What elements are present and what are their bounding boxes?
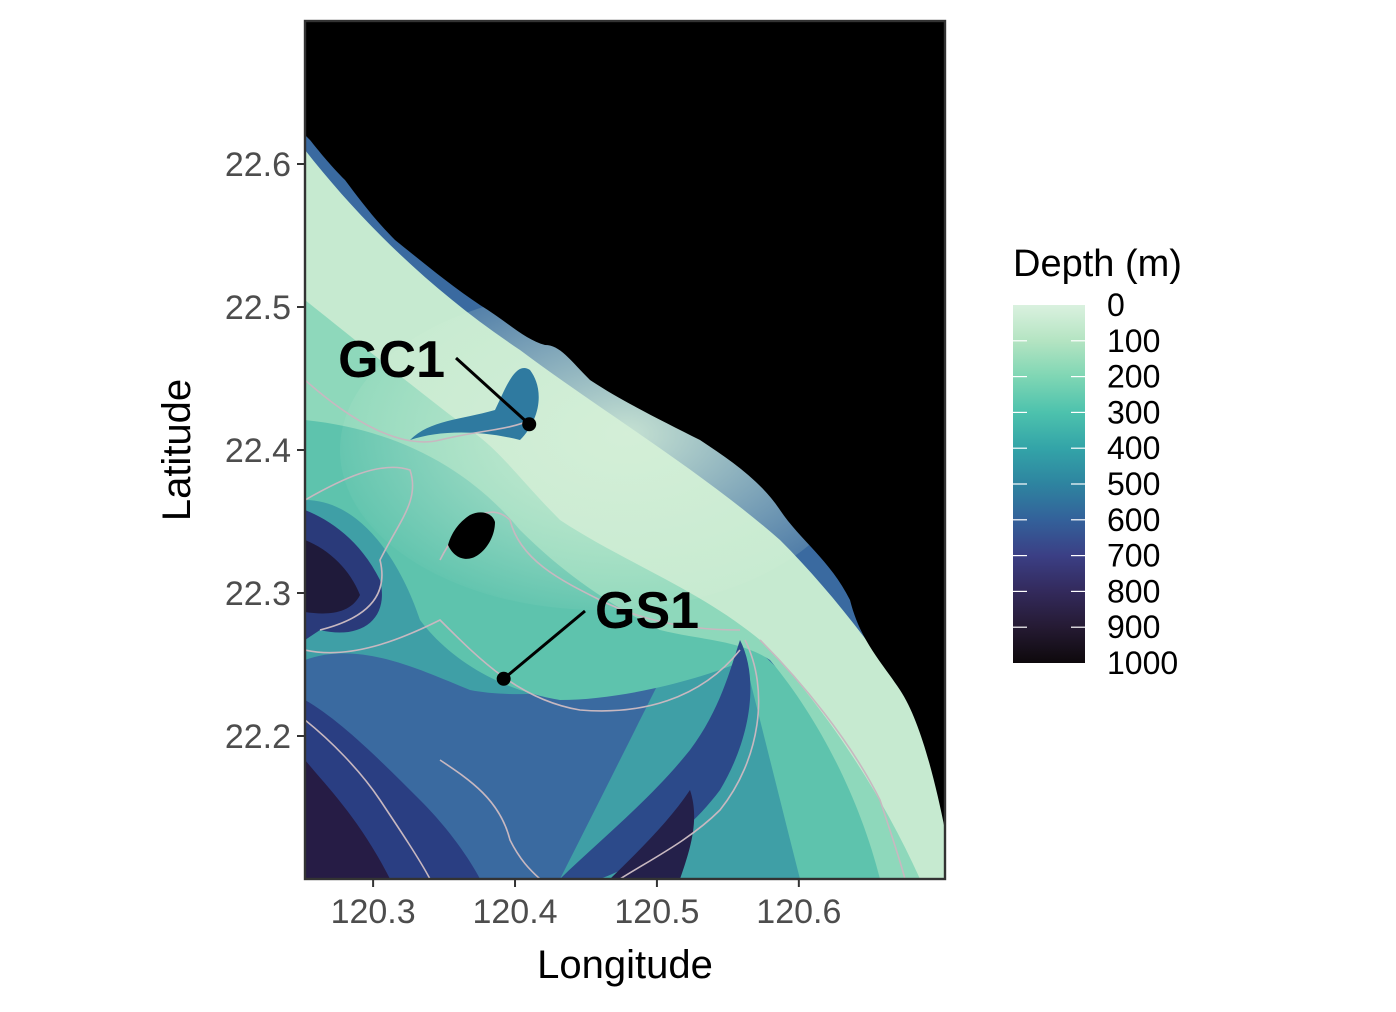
legend-label: 200 [1107,359,1160,395]
x-tick-label: 120.4 [472,893,557,931]
legend-label: 1000 [1107,645,1178,681]
legend-label: 0 [1107,287,1125,323]
canyon-south [560,640,751,879]
canyon-north [410,368,539,440]
x-tick-label: 120.5 [614,893,699,931]
legend-label: 900 [1107,609,1160,645]
y-tick-label: 22.4 [225,432,291,470]
contour-line [439,759,541,879]
x-tick-label: 120.6 [756,893,841,931]
legend-label: 500 [1107,466,1160,502]
x-tick-label: 120.3 [331,893,416,931]
legend-label: 800 [1107,573,1160,609]
y-tick-label: 22.5 [225,289,291,327]
site-point [522,417,537,432]
y-axis: 22.6 22.5 22.4 22.3 22.2 [225,146,305,756]
legend-label: 100 [1107,323,1160,359]
y-tick-label: 22.6 [225,146,291,184]
site-markers: GC1 GS1 [338,331,699,686]
y-tick-label: 22.2 [225,718,291,756]
contour-line [759,639,906,879]
legend-label: 400 [1107,430,1160,466]
contour-line [305,719,431,879]
y-axis-title: Latitude [155,379,199,521]
depth-legend: Depth (m) 010020030040050060070080090010… [1013,243,1182,681]
site-leader-line [502,609,586,680]
canyon-south-core [610,790,695,879]
site-label: GC1 [338,331,445,389]
site-point [496,671,511,686]
map-panel [305,21,945,879]
site-leader-line [454,356,531,426]
contour-line [305,379,531,443]
contour-line [619,639,760,879]
legend-label: 700 [1107,538,1160,574]
land-mass [305,21,945,830]
trench-southwest-core [305,760,390,879]
legend-label: 300 [1107,394,1160,430]
contour-line [305,466,414,631]
site-label: GS1 [595,582,699,640]
legend-label: 600 [1107,502,1160,538]
trench-west-core [305,540,360,614]
x-axis: 120.3 120.4 120.5 120.6 [331,879,841,931]
island [448,512,495,559]
x-axis-title: Longitude [537,943,713,987]
y-tick-label: 22.3 [225,575,291,613]
legend-title: Depth (m) [1013,243,1182,285]
